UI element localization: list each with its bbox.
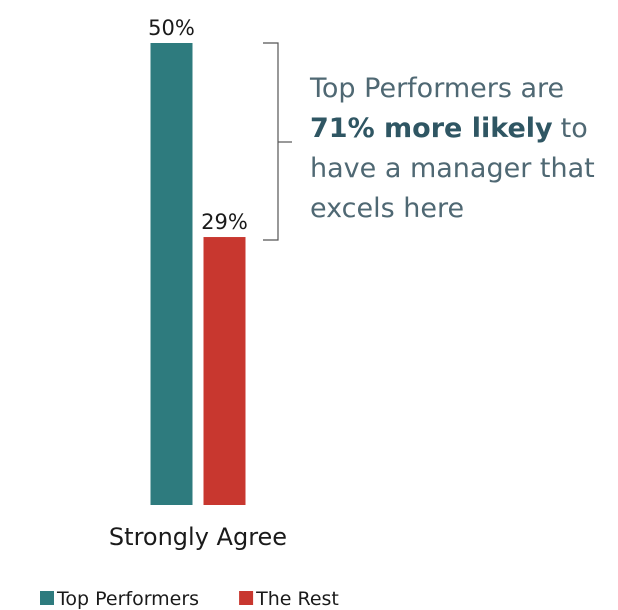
- annotation-text: excels here: [310, 193, 464, 224]
- x-tick-label: Strongly Agree: [109, 523, 287, 551]
- data-label: 29%: [201, 210, 248, 234]
- annotation-text: to: [561, 113, 588, 144]
- annotation-text: Top Performers are: [309, 73, 564, 104]
- legend-label: The Rest: [255, 588, 339, 610]
- annotation-text: have a manager that: [310, 153, 595, 184]
- legend-label: Top Performers: [56, 588, 199, 610]
- bracket-line: [263, 42, 279, 241]
- annotation-emphasis: 71% more likely: [310, 113, 553, 144]
- annotation: Top Performers are 71% more likely to have …: [309, 73, 595, 224]
- bar: [150, 43, 193, 505]
- legend-swatch: [40, 591, 54, 605]
- data-label: 50%: [148, 16, 195, 40]
- legend-swatch: [239, 591, 254, 605]
- bar: [203, 237, 246, 506]
- bracket: [263, 42, 292, 241]
